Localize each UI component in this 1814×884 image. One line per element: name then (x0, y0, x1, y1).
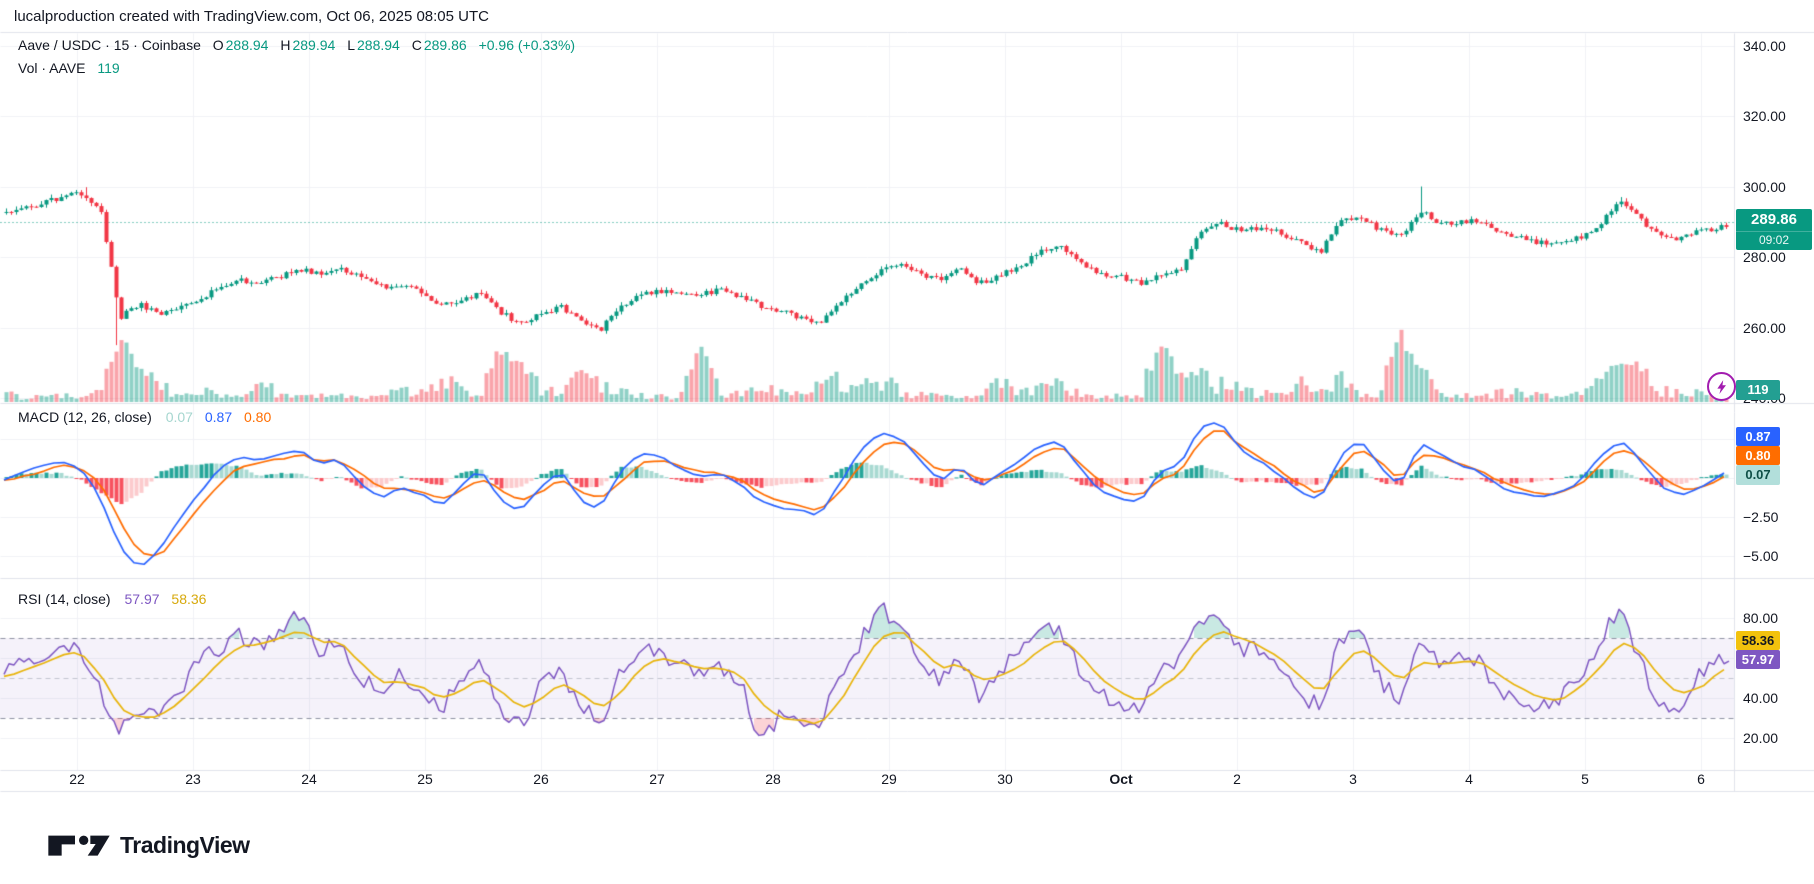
open-value: 288.94 (225, 37, 269, 53)
flash-icon[interactable] (1707, 372, 1736, 401)
price-axis-label: 260.00 (1743, 320, 1786, 336)
tradingview-logo-mark (48, 835, 110, 856)
time-axis-label: 28 (765, 771, 781, 787)
time-axis-label: 29 (881, 771, 897, 787)
time-axis-label: 5 (1581, 771, 1589, 787)
time-axis-label: 26 (533, 771, 549, 787)
time-axis-label: Oct (1109, 771, 1133, 787)
rsi-ma-value: 58.36 (171, 591, 207, 607)
time-axis-label: 24 (301, 771, 317, 787)
high-value: 289.94 (292, 37, 336, 53)
macd-title[interactable]: MACD (12, 26, close) (18, 409, 152, 425)
last-price-value: 289.86 (1751, 211, 1797, 228)
time-axis-label: 30 (997, 771, 1013, 787)
price-axis-label: 300.00 (1743, 179, 1786, 195)
macd-signal-value: 0.80 (244, 409, 272, 425)
macd-signal-badge: 0.80 (1736, 446, 1780, 465)
volume-legend: Vol · AAVE 119 (18, 60, 120, 76)
macd-legend: MACD (12, 26, close) 0.07 0.87 0.80 (18, 409, 271, 425)
symbol-legend: Aave / USDC · 15 · Coinbase O 288.94 H 289… (18, 37, 575, 53)
macd-hist-value: 0.07 (165, 409, 193, 425)
time-axis-label: 2 (1233, 771, 1241, 787)
rsi-legend: RSI (14, close) 57.97 58.36 (18, 591, 206, 607)
macd-line-value: 0.87 (204, 409, 233, 425)
time-axis-label: 23 (185, 771, 201, 787)
symbol-title[interactable]: Aave / USDC · 15 · Coinbase (18, 37, 201, 53)
macd-axis-label: −2.50 (1743, 509, 1779, 525)
low-value: 288.94 (357, 37, 400, 53)
time-axis-label: 22 (69, 771, 85, 787)
macd-axis-label: −5.00 (1743, 548, 1779, 564)
price-axis-label: 340.00 (1743, 38, 1786, 54)
rsi-ma-badge: 58.36 (1736, 631, 1780, 650)
time-axis-label: 25 (417, 771, 433, 787)
lightning-bolt-icon (1716, 379, 1726, 394)
low-label: L (347, 37, 355, 53)
time-axis-label: 3 (1349, 771, 1357, 787)
tradingview-logo[interactable]: TradingView (47, 831, 250, 859)
volume-value: 119 (97, 60, 120, 76)
rsi-line-badge: 57.97 (1736, 650, 1780, 669)
rsi-axis-label: 40.00 (1743, 690, 1779, 706)
macd-hist-badge: 0.07 (1736, 465, 1780, 485)
close-label: C (411, 37, 422, 53)
rsi-title[interactable]: RSI (14, close) (18, 591, 111, 607)
time-axis-label: 6 (1697, 771, 1705, 787)
rsi-axis-label: 80.00 (1743, 610, 1779, 626)
high-label: H (280, 37, 291, 53)
rsi-axis-label: 20.00 (1743, 730, 1779, 746)
change-value: +0.96 (+0.33%) (478, 37, 576, 53)
price-axis-label: 320.00 (1743, 108, 1786, 124)
time-axis-label: 4 (1465, 771, 1473, 787)
volume-title[interactable]: Vol · AAVE (18, 60, 86, 76)
time-axis-label: 27 (649, 771, 665, 787)
attribution-text: lucalproduction created with TradingView… (14, 8, 489, 25)
price-axis-label: 280.00 (1743, 249, 1786, 265)
last-price-badge: 289.86 09:02 (1736, 209, 1812, 250)
open-label: O (212, 37, 224, 53)
volume-axis-badge: 119 (1736, 380, 1780, 400)
close-value: 289.86 (423, 37, 467, 53)
tradingview-logo-text: TradingView (120, 831, 250, 858)
macd-line-badge: 0.87 (1736, 427, 1780, 446)
bar-countdown: 09:02 (1736, 231, 1812, 249)
rsi-line-value: 57.97 (124, 591, 160, 607)
